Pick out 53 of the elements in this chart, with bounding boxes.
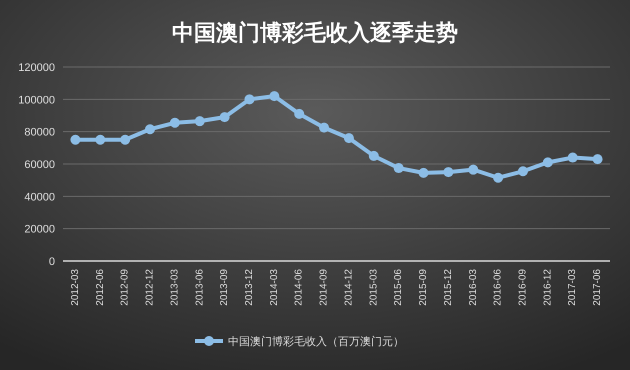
point <box>344 133 354 144</box>
x-tick-label: 2014-09 <box>318 268 330 306</box>
x-tick-label: 2012-06 <box>94 268 106 306</box>
point <box>294 108 304 119</box>
point <box>194 116 205 126</box>
x-tick-label: 2015-03 <box>368 268 380 306</box>
point <box>120 134 130 145</box>
point <box>95 134 106 145</box>
y-tick-label: 120000 <box>18 62 55 74</box>
point <box>468 164 478 175</box>
point <box>269 91 280 102</box>
x-tick-label: 2014-03 <box>268 268 280 306</box>
point <box>394 163 404 174</box>
x-tick-label: 2017-03 <box>567 268 578 306</box>
x-tick-label: 2014-06 <box>294 268 305 306</box>
point <box>518 166 528 176</box>
x-tick-label: 2015-09 <box>418 268 430 306</box>
x-tick-label: 2013-12 <box>244 268 255 306</box>
x-tick-label: 2014-12 <box>343 268 354 306</box>
point <box>70 134 80 145</box>
x-tick-label: 2016-03 <box>468 268 479 306</box>
point <box>568 152 578 163</box>
point <box>542 157 553 168</box>
point <box>319 122 330 133</box>
y-tick-label: 80000 <box>24 126 55 139</box>
point <box>368 150 379 161</box>
point <box>592 154 603 164</box>
x-tick-label: 2012-12 <box>144 268 156 306</box>
point <box>493 172 504 183</box>
y-tick-label: 20000 <box>24 224 55 236</box>
point <box>220 112 230 122</box>
point <box>443 167 454 178</box>
x-tick-label: 2017-06 <box>592 268 604 306</box>
y-tick-label: 0 <box>48 256 55 268</box>
x-tick-label: 2012-03 <box>70 268 81 306</box>
x-tick-label: 2015-12 <box>442 268 454 306</box>
point <box>418 168 429 178</box>
x-tick-label: 2016-06 <box>492 268 504 306</box>
point <box>170 118 180 128</box>
point <box>244 94 254 104</box>
y-tick-label: 40000 <box>24 191 55 204</box>
chart-title: 中国澳门博彩毛收入逐季走势 <box>172 20 458 45</box>
x-tick-label: 2016-09 <box>517 268 528 306</box>
x-tick-label: 2013-03 <box>169 268 180 306</box>
x-tick-label: 2012-09 <box>120 268 131 306</box>
x-tick-label: 2013-06 <box>194 268 206 306</box>
legend-label: 中国澳门博彩毛收入（百万澳门元） <box>228 335 404 348</box>
x-tick-label: 2015-06 <box>393 268 404 306</box>
x-tick-label: 2013-09 <box>219 268 230 306</box>
y-tick-label: 100000 <box>18 94 55 106</box>
y-tick-label: 60000 <box>24 159 55 171</box>
x-tick-label: 2016-12 <box>542 268 554 306</box>
point <box>145 124 156 134</box>
